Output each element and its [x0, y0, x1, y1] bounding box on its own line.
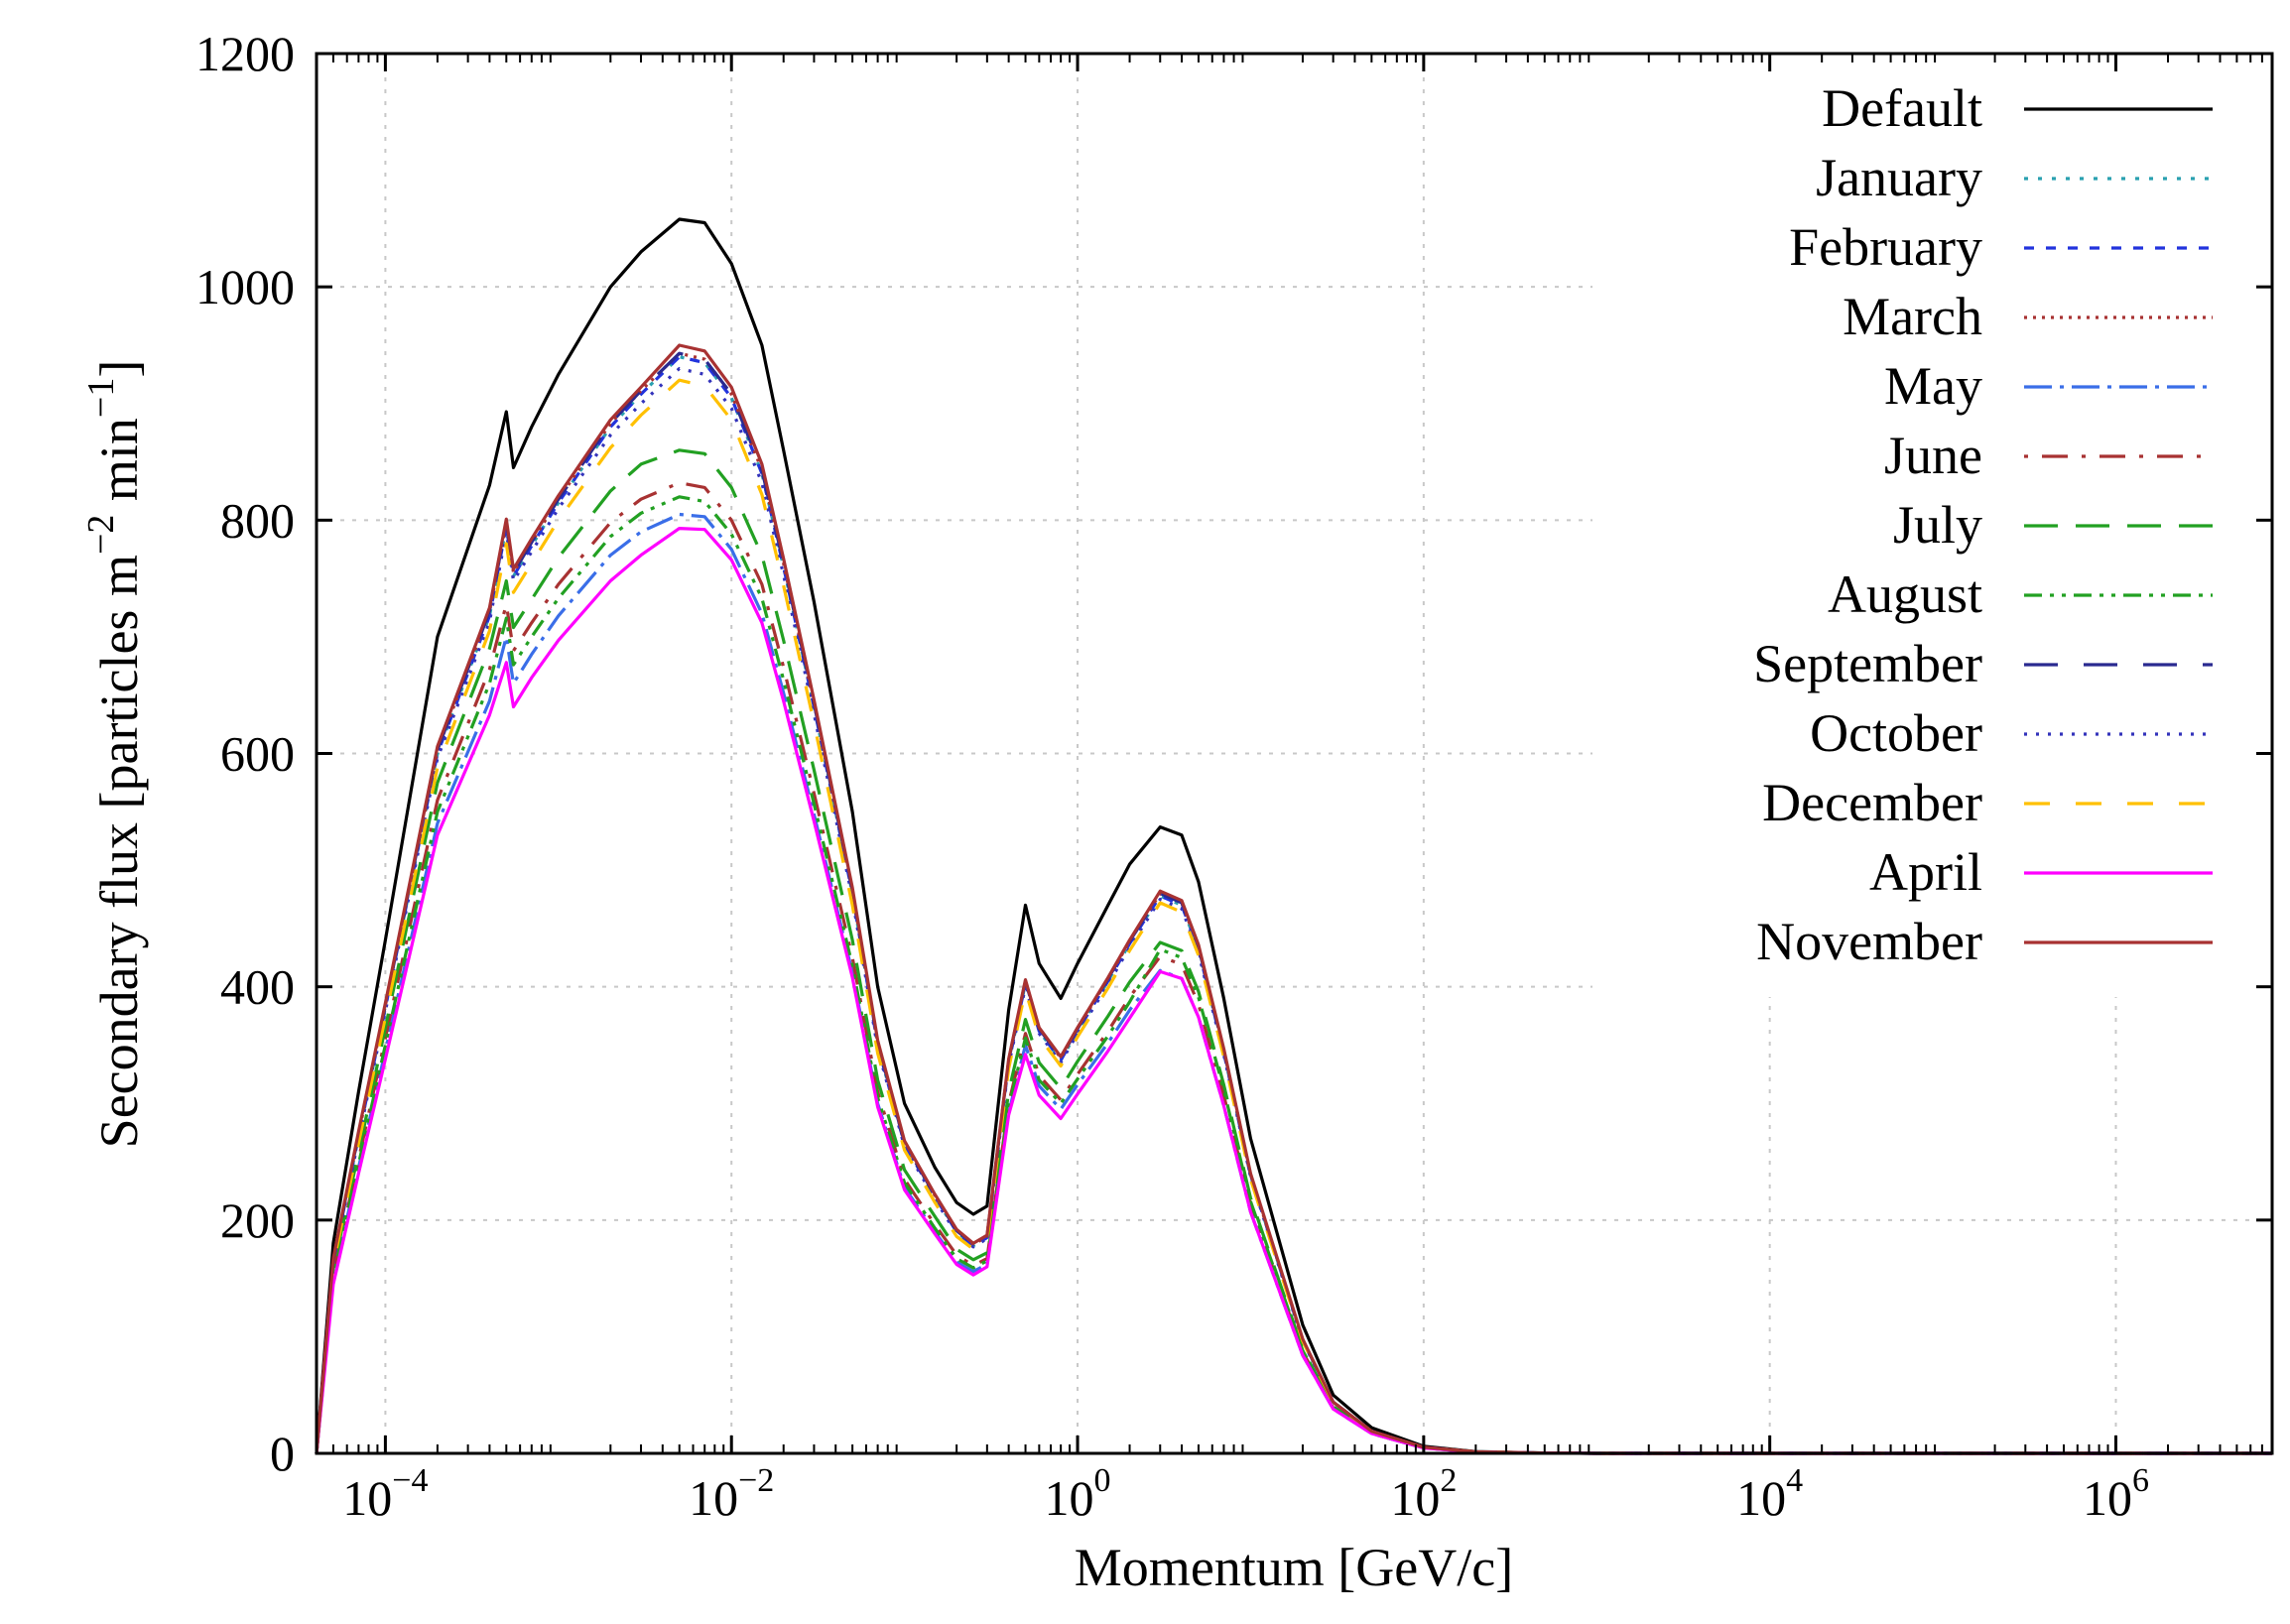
legend-label-december: December: [1762, 773, 1982, 832]
series-group: [315, 217, 2272, 1455]
x-tick-label: 100: [1045, 1462, 1111, 1526]
legend-label-june: June: [1884, 426, 1982, 485]
legend-label-march: March: [1843, 287, 1982, 346]
grid: [317, 54, 2272, 1453]
series-line-april: [315, 527, 2272, 1455]
x-tick-label: 10−2: [689, 1462, 774, 1526]
series-line-november: [315, 343, 2272, 1455]
y-tick-label: 600: [220, 726, 295, 782]
legend-label-may: May: [1884, 356, 1982, 416]
legend-label-february: February: [1789, 217, 1982, 277]
x-axis-label: Momentum [GeV/c]: [1075, 1538, 1513, 1597]
x-tick-label: 102: [1390, 1462, 1457, 1526]
legend-label-default: Default: [1822, 78, 1982, 138]
legend-label-july: July: [1893, 495, 1982, 555]
series-line-default: [315, 217, 2272, 1455]
y-tick-label: 1000: [195, 259, 295, 314]
y-tick-label: 400: [220, 959, 295, 1015]
y-tick-label: 200: [220, 1192, 295, 1248]
legend-background: [1592, 64, 2267, 997]
legend-label-january: January: [1816, 148, 1982, 207]
legend: Default January February March May June July Au…: [1753, 78, 2213, 971]
x-tick-label: 104: [1736, 1462, 1803, 1526]
x-tick-label: 10−4: [342, 1462, 428, 1526]
x-tick-label: 106: [2083, 1462, 2149, 1526]
y-tick-label: 1200: [195, 26, 295, 81]
legend-label-november: November: [1756, 912, 1982, 971]
legend-label-april: April: [1869, 842, 1982, 902]
legend-label-august: August: [1828, 564, 1982, 624]
y-tick-label: 800: [220, 492, 295, 548]
ticks: 0 200 400 600 800 1000 1200 10−4 10−2 100 102 104 10…: [195, 26, 2273, 1526]
y-tick-label: 0: [270, 1426, 295, 1481]
y-axis-label: Secondary flux [particles m−2 min−1]: [80, 360, 149, 1149]
legend-label-september: September: [1753, 634, 1982, 693]
legend-label-october: October: [1810, 703, 1982, 763]
